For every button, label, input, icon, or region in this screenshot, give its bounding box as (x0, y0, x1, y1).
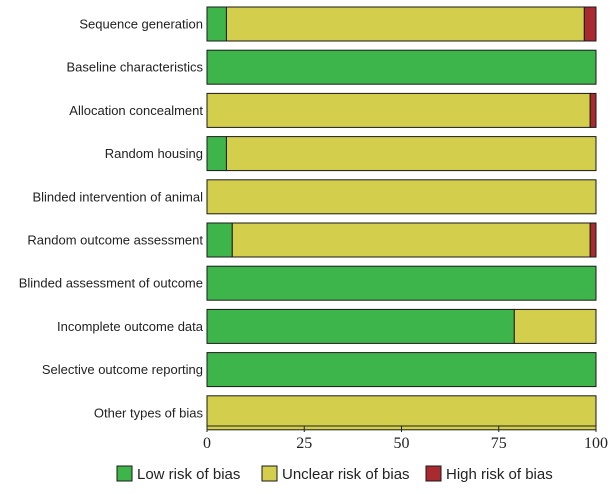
legend-label: Low risk of bias (137, 466, 240, 483)
bar-segment-8-2 (513, 308, 597, 344)
legend-label: High risk of bias (446, 466, 553, 483)
bar-segment-10-2 (206, 395, 597, 431)
category-label: Random outcome assessment (27, 233, 203, 248)
x-tick-label: 25 (296, 435, 312, 452)
bar-segment-6-3 (589, 222, 597, 258)
bar-segment-4-2 (225, 136, 597, 172)
category-label: Incomplete outcome data (57, 319, 204, 334)
category-label: Selective outcome reporting (42, 362, 203, 377)
bar-segment-1-3 (583, 6, 597, 42)
x-axis: 0 25 50 75 100 (203, 425, 608, 452)
category-label: Other types of bias (94, 405, 204, 420)
bar-segment-7-1 (206, 265, 597, 301)
bar-segment-6-2 (231, 222, 591, 258)
bar-segment-5-2 (206, 179, 597, 215)
category-label: Random housing (105, 146, 203, 161)
bar-segment-6-1 (206, 222, 233, 258)
legend: Low risk of bias Unclear risk of bias High… (116, 465, 553, 483)
legend-label: Unclear risk of bias (282, 466, 410, 483)
bar-segment-1-2 (225, 6, 585, 42)
legend-swatch (261, 465, 278, 482)
bar-area (206, 6, 597, 431)
bar-segment-1-1 (206, 6, 227, 42)
bar-segment-3-3 (589, 92, 597, 128)
x-tick-label: 100 (584, 435, 608, 452)
legend-swatch (116, 465, 133, 482)
bar-segment-9-1 (206, 352, 597, 388)
legend-swatch (425, 465, 442, 482)
bar-segment-8-1 (206, 308, 515, 344)
bar-segment-2-1 (206, 49, 597, 85)
x-tick-label: 75 (491, 435, 507, 452)
x-tick-label: 0 (203, 435, 211, 452)
bar-segment-3-2 (206, 92, 591, 128)
bar-segment-4-1 (206, 136, 227, 172)
category-labels: Sequence generation Baseline characterist… (19, 17, 204, 421)
category-label: Allocation concealment (69, 103, 203, 118)
category-label: Blinded assessment of outcome (19, 276, 203, 291)
category-label: Sequence generation (79, 17, 203, 32)
category-label: Baseline characteristics (66, 60, 203, 75)
x-tick-label: 50 (394, 435, 410, 452)
category-label: Blinded intervention of animal (32, 189, 203, 204)
